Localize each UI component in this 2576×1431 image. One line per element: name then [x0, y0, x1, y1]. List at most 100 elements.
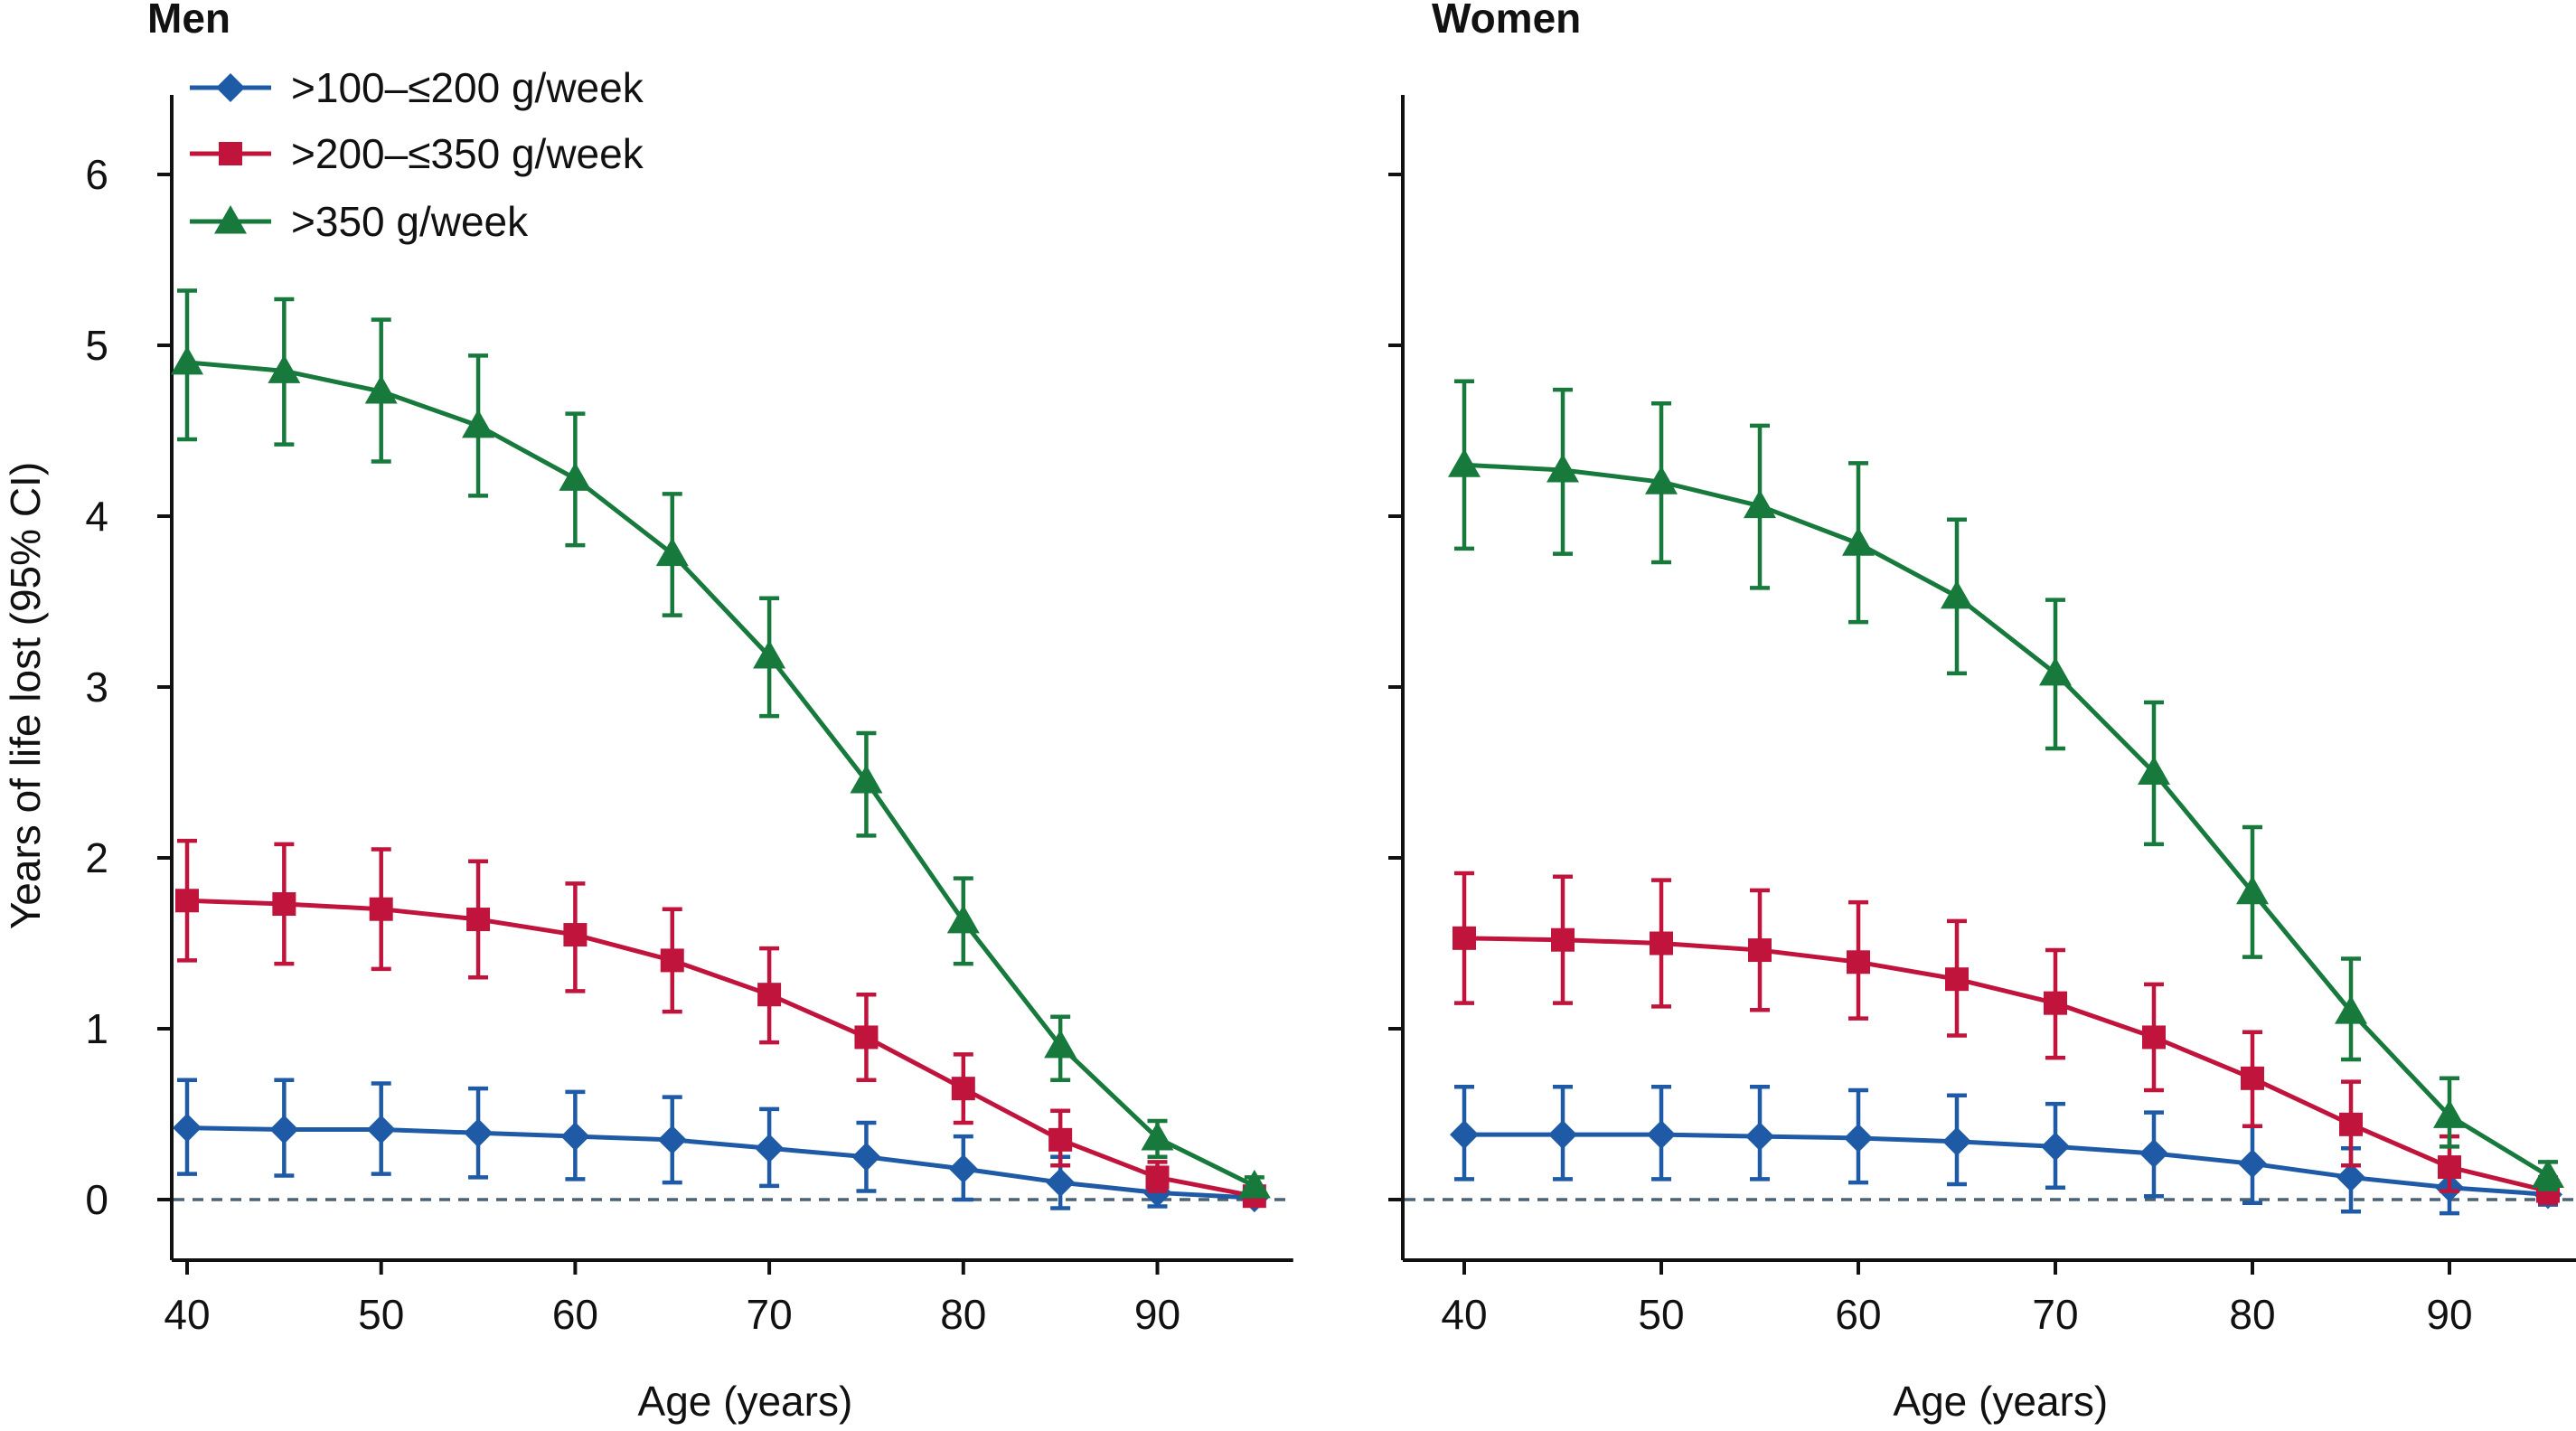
x-tick-label: 90: [1134, 1291, 1180, 1338]
data-point: [366, 1115, 396, 1144]
series-over-350: [171, 288, 1271, 1199]
x-axis-label: Age (years): [1893, 1378, 2108, 1425]
data-point: [2532, 1159, 2564, 1189]
data-point: [657, 1125, 687, 1154]
data-point: [1547, 453, 1579, 483]
data-point: [1745, 1122, 1774, 1152]
data-point: [466, 908, 491, 932]
data-point: [1744, 489, 1776, 519]
data-point: [948, 1153, 978, 1183]
data-point: [272, 892, 296, 917]
data-point: [1048, 1127, 1073, 1152]
data-point: [1647, 1120, 1676, 1150]
y-tick-label: 5: [85, 322, 108, 369]
y-tick-label: 2: [85, 834, 108, 881]
data-point: [2335, 995, 2367, 1024]
data-point: [2433, 1099, 2466, 1128]
data-point: [268, 354, 301, 383]
panel-title: Women: [1432, 0, 1581, 42]
data-point: [1650, 931, 1673, 956]
data-point: [1748, 938, 1772, 963]
x-tick-label: 50: [1638, 1291, 1684, 1338]
data-point: [660, 948, 684, 973]
legend-label: >100–≤200 g/week: [291, 64, 644, 111]
y-tick-label: 1: [85, 1005, 108, 1052]
data-point: [1941, 579, 1973, 609]
data-point: [2044, 991, 2067, 1015]
series-200-350: [1453, 871, 2560, 1206]
x-axis-label: Age (years): [638, 1378, 853, 1425]
legend-label: >350 g/week: [291, 198, 529, 245]
legend-marker: [216, 73, 245, 102]
data-point: [1645, 466, 1678, 494]
data-point: [2039, 656, 2072, 686]
x-tick-label: 60: [1835, 1291, 1881, 1338]
x-tick-label: 50: [358, 1291, 404, 1338]
data-point: [369, 897, 393, 921]
series-line: [186, 1125, 1255, 1200]
y-tick-label: 0: [85, 1176, 108, 1223]
data-point: [1842, 527, 1875, 556]
data-point: [1942, 1126, 1971, 1156]
data-point: [560, 1122, 590, 1152]
data-point: [2241, 1066, 2264, 1090]
chart-panel-men: Men 0 1 2 3 4 5 6 40 50 60 70 80 90 Age (years) Years o…: [2, 0, 1293, 1425]
data-point: [1450, 1120, 1479, 1150]
series-line: [186, 360, 1255, 1189]
data-point: [854, 1025, 879, 1050]
legend-marker: [214, 205, 247, 234]
x-tick-label: 40: [164, 1291, 210, 1338]
data-point: [1448, 448, 1481, 477]
data-point: [2438, 1155, 2461, 1180]
data-point: [563, 923, 588, 947]
data-point: [2238, 1149, 2267, 1179]
data-point: [851, 1142, 881, 1172]
data-point: [2138, 756, 2170, 785]
data-point: [364, 375, 398, 404]
legend-label: >200–≤350 g/week: [291, 130, 644, 177]
data-point: [559, 462, 592, 491]
legend-marker: [219, 142, 242, 165]
data-point: [850, 764, 883, 794]
data-point: [464, 1118, 494, 1148]
series-line: [1463, 936, 2549, 1193]
series-line: [1464, 1132, 2549, 1197]
x-tick-label: 60: [552, 1291, 598, 1338]
x-tick-label: 70: [2032, 1291, 2078, 1338]
x-tick-label: 40: [1441, 1291, 1487, 1338]
data-point: [1145, 1165, 1170, 1190]
data-point: [2041, 1132, 2070, 1162]
data-point: [1548, 1120, 1577, 1150]
data-point: [1945, 967, 1969, 992]
data-point: [462, 409, 495, 438]
series-line: [1463, 462, 2550, 1178]
data-point: [173, 1113, 202, 1143]
data-point: [1844, 1123, 1873, 1153]
data-point: [269, 1115, 299, 1144]
x-tick-label: 80: [940, 1291, 986, 1338]
y-tick-label: 4: [85, 493, 108, 540]
series-line: [186, 898, 1255, 1199]
data-point: [1044, 1029, 1077, 1059]
y-tick-label: 6: [85, 151, 108, 198]
panel-title: Men: [147, 0, 230, 42]
x-tick-label: 80: [2229, 1291, 2275, 1338]
data-point: [946, 904, 980, 934]
data-point: [2339, 1112, 2363, 1136]
data-point: [1141, 1121, 1174, 1151]
series-over-350: [1448, 379, 2564, 1191]
data-point: [951, 1077, 975, 1101]
data-point: [1551, 927, 1575, 952]
data-point: [757, 983, 782, 1007]
series-100-200: [173, 1078, 1269, 1213]
data-point: [753, 639, 786, 669]
data-point: [1237, 1169, 1271, 1199]
data-point: [2336, 1163, 2365, 1192]
data-point: [1453, 926, 1476, 950]
chart-panel-women: Women 40 50 60 70 80 90 Age (years): [1388, 0, 2576, 1425]
x-tick-label: 90: [2426, 1291, 2472, 1338]
data-point: [2236, 875, 2269, 905]
data-point: [2142, 1025, 2166, 1050]
data-point: [175, 889, 199, 913]
